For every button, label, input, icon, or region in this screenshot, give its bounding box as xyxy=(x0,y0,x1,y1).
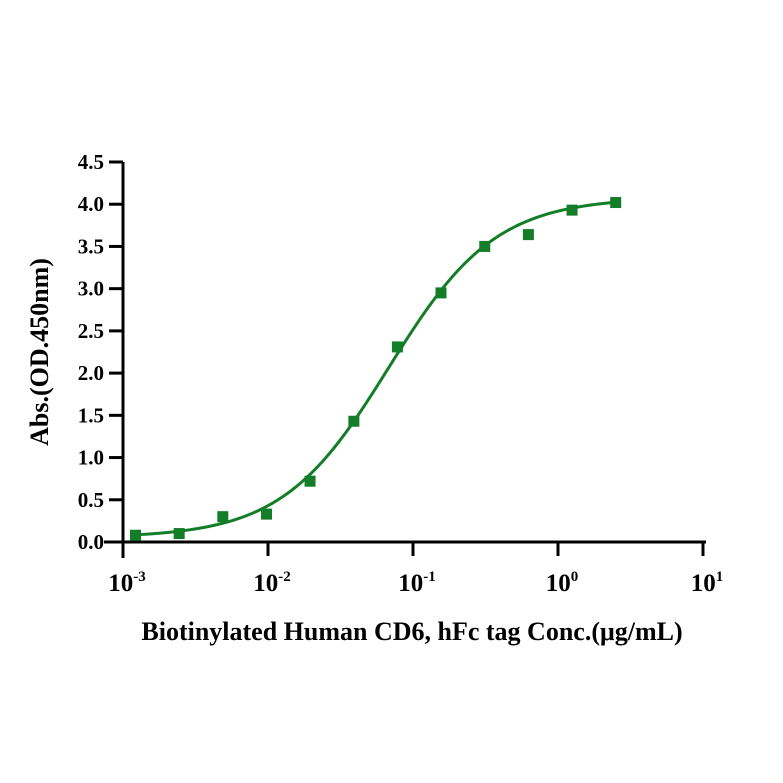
y-axis-title: Abs.(OD.450nm) xyxy=(25,258,54,446)
y-tick-label: 3.0 xyxy=(78,277,104,301)
y-tick-label: 2.5 xyxy=(78,319,104,343)
data-point xyxy=(348,415,360,427)
x-tick-label: 10-1 xyxy=(398,569,436,597)
data-point xyxy=(304,475,316,487)
data-point xyxy=(217,511,229,523)
data-point xyxy=(566,204,578,216)
data-point xyxy=(479,240,491,252)
x-axis-title: Biotinylated Human CD6, hFc tag Conc.(μg… xyxy=(141,617,682,646)
y-tick-label: 1.0 xyxy=(78,446,104,470)
data-point xyxy=(130,529,142,541)
y-tick-label: 1.5 xyxy=(78,403,104,427)
y-tick-label: 3.5 xyxy=(78,234,104,258)
x-tick-label: 10-3 xyxy=(108,569,146,597)
y-tick-label: 4.5 xyxy=(78,150,104,174)
x-tick-label: 10-2 xyxy=(253,569,291,597)
data-point xyxy=(435,287,447,299)
y-tick-label: 2.0 xyxy=(78,361,104,385)
fit-curve xyxy=(134,200,618,537)
data-point xyxy=(522,229,534,241)
data-point xyxy=(261,508,273,520)
y-tick-label: 4.0 xyxy=(78,192,104,216)
data-point xyxy=(610,197,622,209)
y-tick-label: 0.0 xyxy=(78,530,104,554)
data-point xyxy=(391,341,403,353)
plot-area: 0.0 0.5 1.0 1.5 2.0 2.5 3.0 3.5 4.0 4.5 10-3 10-2 10… xyxy=(78,150,724,597)
x-tick-label: 101 xyxy=(691,569,724,597)
data-point xyxy=(173,528,185,540)
x-tick-label: 100 xyxy=(546,569,579,597)
y-tick-label: 0.5 xyxy=(78,488,104,512)
